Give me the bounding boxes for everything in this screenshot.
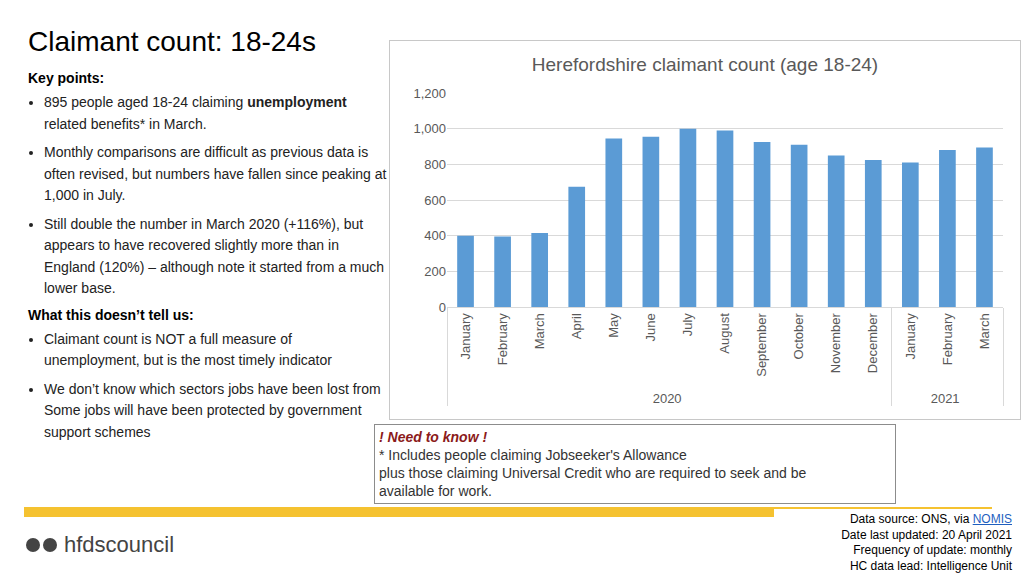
svg-text:January: January xyxy=(458,313,473,360)
svg-text:Herefordshire claimant count (: Herefordshire claimant count (age 18-24) xyxy=(532,54,878,75)
svg-text:January: January xyxy=(903,313,918,360)
html-text:895 people aged 18-24 claiming: 895 people aged 18-24 claiming unemploym… xyxy=(44,94,347,110)
svg-text:200: 200 xyxy=(424,264,446,279)
html-text:Frequency of update: monthly: Frequency of update: monthly xyxy=(853,543,1012,557)
html-text:What this doesn’t tell us:: What this doesn’t tell us: xyxy=(28,306,194,323)
html-text:Claimant count: 18-24s: Claimant count: 18-24s xyxy=(28,26,316,57)
html-text:We don’t know which sectors jo: We don’t know which sectors jobs have be… xyxy=(44,380,381,440)
html-text:Key points:: Key points: xyxy=(28,70,105,86)
html-text:Claimant count is NOT a full m: Claimant count is NOT a full measure of … xyxy=(44,330,332,368)
svg-text:May: May xyxy=(606,313,621,338)
svg-text:September: September xyxy=(754,313,769,377)
svg-text:April: April xyxy=(569,313,584,339)
html-text:related benefits* in March.: related benefits* in March. xyxy=(44,115,207,132)
html-text:Still double the number in Mar: Still double the number in March 2020 (+… xyxy=(44,215,385,296)
html-text:plus those claiming Universal: plus those claiming Universal Credit who… xyxy=(379,465,807,481)
svg-text:2021: 2021 xyxy=(931,391,960,406)
svg-text:October: October xyxy=(791,313,806,360)
svg-text:July: July xyxy=(680,313,695,337)
html-text:Date last updated: 20 April 20: Date last updated: 20 April 2021 xyxy=(841,527,1012,542)
html-text:Data source: ONS, via NOMIS: Data source: ONS, via NOMIS xyxy=(849,512,1012,526)
html-text:HC data lead: Intelligence Uni: HC data lead: Intelligence Unit xyxy=(849,558,1012,573)
svg-text:February: February xyxy=(940,313,955,366)
svg-text:600: 600 xyxy=(424,193,446,208)
svg-text:400: 400 xyxy=(424,228,446,243)
svg-text:June: June xyxy=(643,313,658,341)
svg-text:November: November xyxy=(828,313,843,374)
svg-text:2020: 2020 xyxy=(653,391,682,406)
svg-text:February: February xyxy=(495,313,510,366)
html-text:! Need to know !: ! Need to know ! xyxy=(379,429,488,445)
svg-text:August: August xyxy=(717,313,732,354)
svg-text:December: December xyxy=(865,313,880,374)
html-text:available for work.: available for work. xyxy=(379,483,492,499)
svg-text:800: 800 xyxy=(424,157,446,172)
svg-text:March: March xyxy=(532,313,547,349)
html-text:hfdscouncil: hfdscouncil xyxy=(64,532,175,557)
svg-text:1,200: 1,200 xyxy=(413,86,446,101)
html-text:* Includes people claiming Job: * Includes people claiming Jobseeker's A… xyxy=(379,447,687,463)
svg-text:0: 0 xyxy=(439,300,446,315)
html-text:Monthly comparisons are diffic: Monthly comparisons are difficult as pre… xyxy=(44,144,387,203)
svg-text:1,000: 1,000 xyxy=(413,121,446,136)
svg-text:March: March xyxy=(977,313,992,349)
